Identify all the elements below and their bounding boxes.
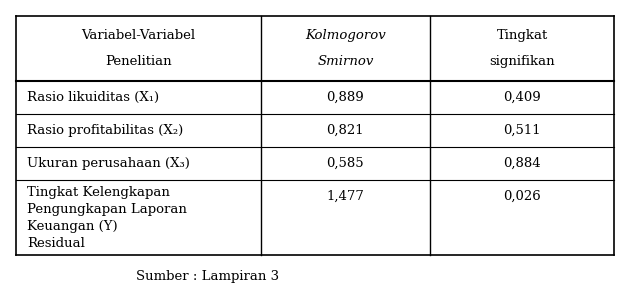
Text: 0,409: 0,409 bbox=[503, 91, 541, 104]
Text: Kolmogorov: Kolmogorov bbox=[305, 29, 386, 42]
Text: Variabel-Variabel: Variabel-Variabel bbox=[81, 29, 195, 42]
Text: 0,889: 0,889 bbox=[327, 91, 364, 104]
Text: 1,477: 1,477 bbox=[327, 189, 364, 202]
Text: signifikan: signifikan bbox=[489, 55, 555, 68]
Text: 0,884: 0,884 bbox=[504, 157, 541, 170]
Text: Pengungkapan Laporan: Pengungkapan Laporan bbox=[27, 203, 187, 216]
Text: 0,511: 0,511 bbox=[504, 124, 541, 137]
Text: Keuangan (Y): Keuangan (Y) bbox=[27, 220, 117, 233]
Text: 0,585: 0,585 bbox=[327, 157, 364, 170]
Text: 0,026: 0,026 bbox=[503, 189, 541, 202]
Text: 0,821: 0,821 bbox=[327, 124, 364, 137]
Text: Rasio likuiditas (X₁): Rasio likuiditas (X₁) bbox=[27, 91, 159, 104]
Text: Residual: Residual bbox=[27, 236, 85, 250]
Text: Rasio profitabilitas (X₂): Rasio profitabilitas (X₂) bbox=[27, 124, 183, 137]
Text: Smirnov: Smirnov bbox=[317, 55, 374, 68]
Text: Tingkat: Tingkat bbox=[497, 29, 548, 42]
Text: Tingkat Kelengkapan: Tingkat Kelengkapan bbox=[27, 186, 170, 200]
Text: Ukuran perusahaan (X₃): Ukuran perusahaan (X₃) bbox=[27, 157, 190, 170]
Text: Penelitian: Penelitian bbox=[105, 55, 171, 68]
Text: Sumber : Lampiran 3: Sumber : Lampiran 3 bbox=[136, 270, 279, 283]
